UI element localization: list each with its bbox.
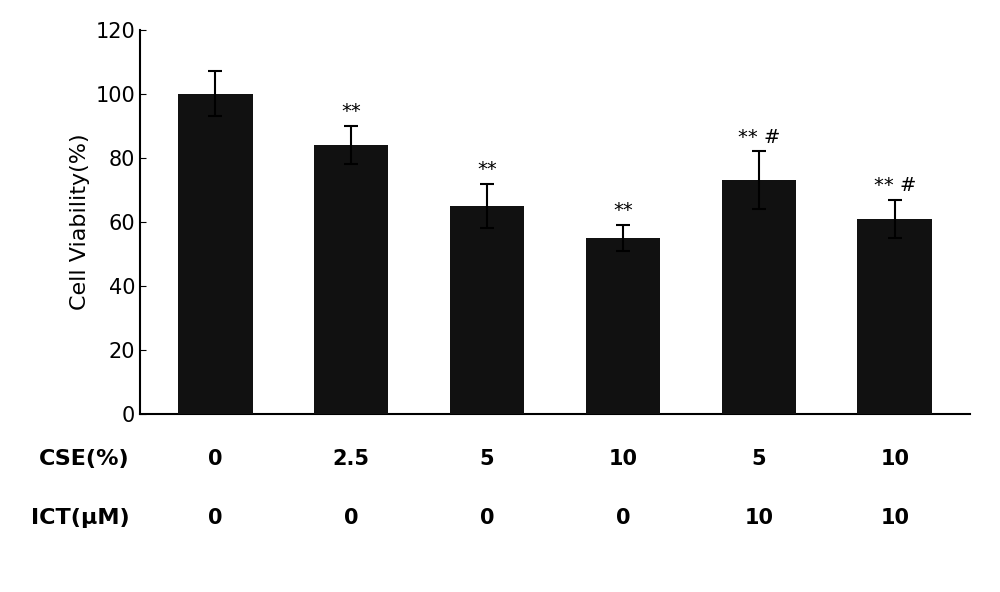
Text: 0: 0 [344,508,358,528]
Text: ** #: ** # [738,128,780,147]
Text: 0: 0 [208,449,222,469]
Text: 10: 10 [880,449,909,469]
Y-axis label: Cell Viability(%): Cell Viability(%) [70,134,90,310]
Text: 2.5: 2.5 [333,449,370,469]
Text: 10: 10 [744,508,773,528]
Bar [314,145,388,414]
Text: 5: 5 [480,449,494,469]
Text: 0: 0 [616,508,630,528]
Text: 10: 10 [880,508,909,528]
Text: 0: 0 [208,508,222,528]
Text: 5: 5 [752,449,766,469]
Text: 0: 0 [480,508,494,528]
Bar [450,206,524,414]
Text: **: ** [341,102,361,121]
Text: CSE(%): CSE(%) [39,449,130,469]
Bar [857,219,932,414]
Bar [586,238,660,414]
Text: ICT(μM): ICT(μM) [31,508,130,528]
Text: ** #: ** # [874,176,916,195]
Bar [722,181,796,414]
Text: 10: 10 [608,449,637,469]
Bar [178,94,253,414]
Text: **: ** [477,160,497,179]
Text: **: ** [613,201,633,220]
